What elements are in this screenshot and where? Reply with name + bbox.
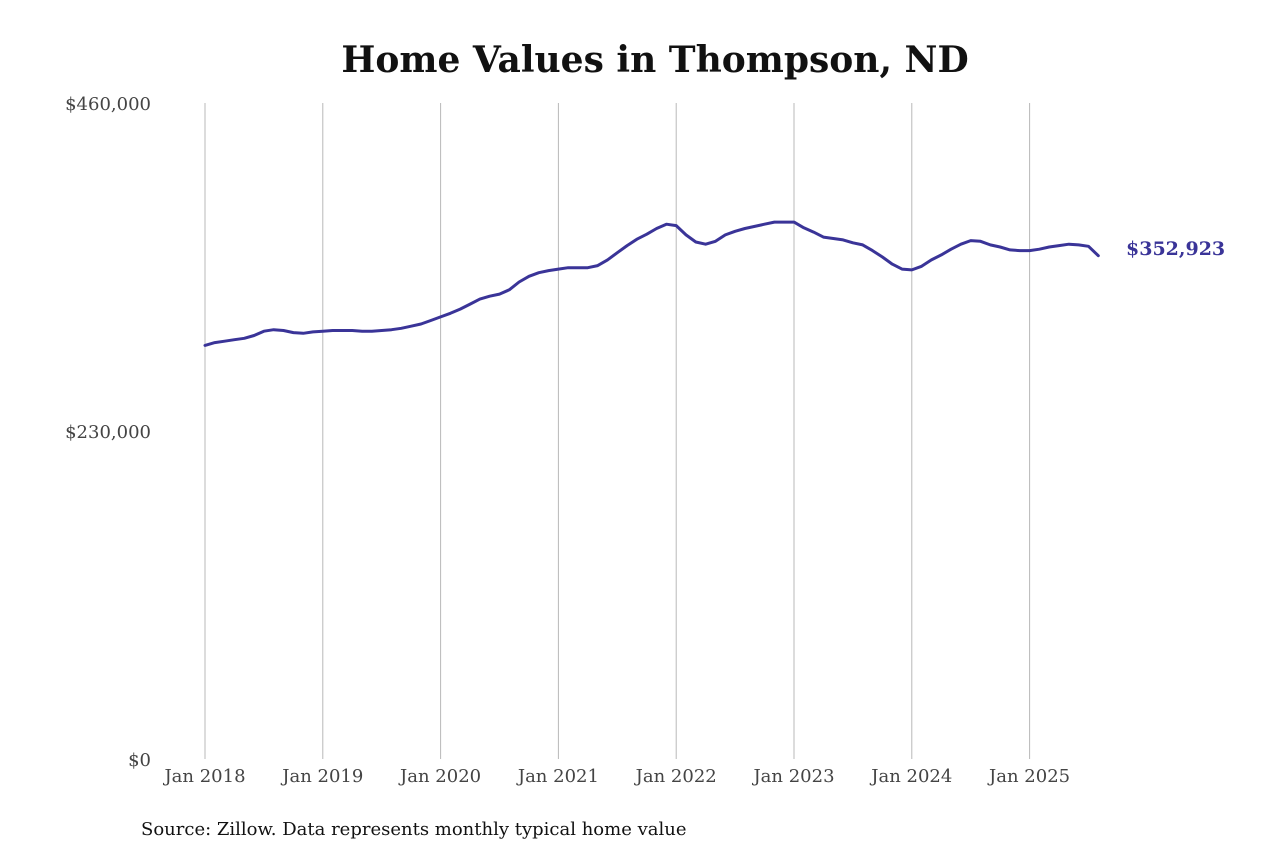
series-line <box>203 220 1100 347</box>
x-tick-label: Jan 2020 <box>398 766 481 787</box>
end-value-label: $352,923 <box>1126 238 1225 260</box>
x-tick-label: Jan 2022 <box>634 766 717 787</box>
chart-title: Home Values in Thompson, ND <box>341 39 968 81</box>
x-tick-label: Jan 2021 <box>516 766 599 787</box>
x-tick-label: Jan 2025 <box>987 766 1070 787</box>
y-tick-label: $230,000 <box>65 422 151 443</box>
x-tick-label: Jan 2019 <box>280 766 363 787</box>
source-note: Source: Zillow. Data represents monthly … <box>141 819 687 840</box>
x-tick-label: Jan 2023 <box>751 766 834 787</box>
x-tick-label: Jan 2024 <box>869 766 952 787</box>
y-tick-label: $0 <box>128 750 151 771</box>
series-layer <box>203 220 1100 347</box>
y-axis: $0 $230,000 $460,000 <box>65 94 151 771</box>
x-axis: Jan 2018 Jan 2019 Jan 2020 Jan 2021 Jan 2022… <box>162 766 1070 787</box>
gridlines <box>204 103 1031 759</box>
y-tick-label: $460,000 <box>65 94 151 115</box>
x-tick-label: Jan 2018 <box>162 766 245 787</box>
